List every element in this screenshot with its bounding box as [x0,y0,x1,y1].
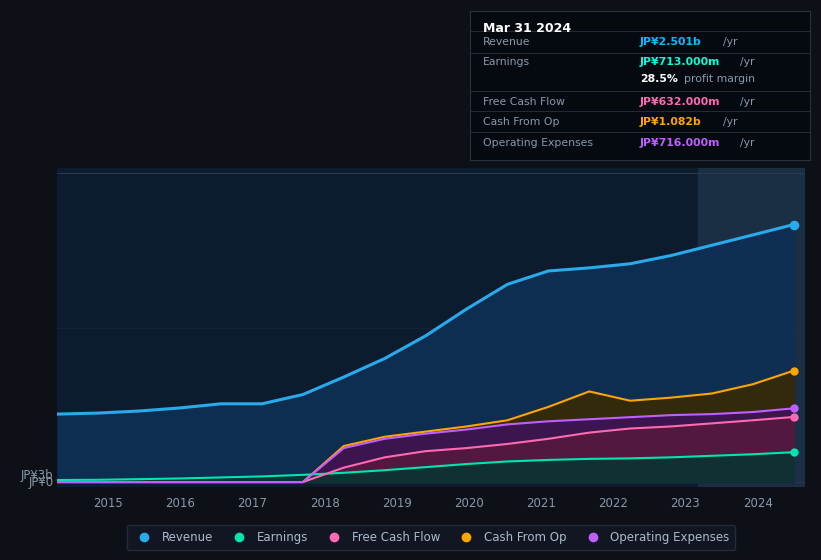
Text: JP¥2.501b: JP¥2.501b [640,38,702,48]
Text: Operating Expenses: Operating Expenses [484,138,594,147]
Text: JP¥1.082b: JP¥1.082b [640,116,702,127]
Text: JP¥3b: JP¥3b [21,469,53,482]
Text: Cash From Op: Cash From Op [484,116,560,127]
Point [787,447,800,456]
Text: JP¥716.000m: JP¥716.000m [640,138,720,147]
Text: Earnings: Earnings [484,57,530,67]
Legend: Revenue, Earnings, Free Cash Flow, Cash From Op, Operating Expenses: Revenue, Earnings, Free Cash Flow, Cash … [126,525,736,550]
Point [787,413,800,422]
Text: JP¥713.000m: JP¥713.000m [640,57,720,67]
Point [787,404,800,413]
Text: Free Cash Flow: Free Cash Flow [484,97,565,107]
Text: /yr: /yr [723,116,738,127]
Text: /yr: /yr [741,57,755,67]
Point [787,220,800,229]
Text: JP¥0: JP¥0 [29,475,53,488]
Text: JP¥632.000m: JP¥632.000m [640,97,721,107]
Text: Revenue: Revenue [484,38,530,48]
Bar [698,168,808,487]
Text: 28.5%: 28.5% [640,74,678,85]
Text: /yr: /yr [723,38,738,48]
Point [787,366,800,375]
Text: profit margin: profit margin [684,74,755,85]
Text: /yr: /yr [741,138,755,147]
Text: Mar 31 2024: Mar 31 2024 [484,22,571,35]
Text: /yr: /yr [741,97,755,107]
